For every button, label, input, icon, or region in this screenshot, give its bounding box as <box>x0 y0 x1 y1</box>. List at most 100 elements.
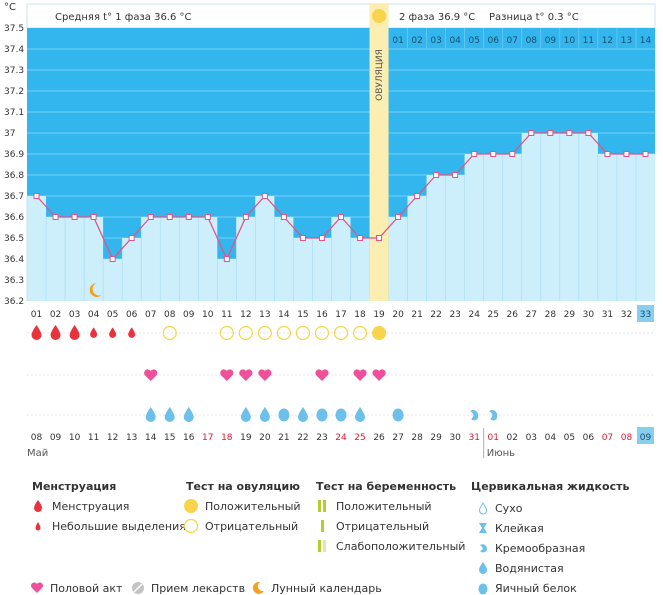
date-label: 02 <box>507 433 518 443</box>
cycle-day-label: 25 <box>488 310 499 320</box>
legend-ovulation-title: Тест на овуляцию <box>186 480 300 493</box>
hourglass-icon <box>479 523 487 533</box>
temperature-point <box>71 214 78 220</box>
temp-column <box>578 133 598 301</box>
temperature-point <box>166 214 173 220</box>
date-label: 20 <box>259 433 271 443</box>
temp-column <box>293 238 313 301</box>
date-label: 03 <box>526 433 537 443</box>
date-label: 24 <box>335 433 347 443</box>
temperature-point <box>490 151 497 157</box>
unit-label: °C <box>4 2 16 13</box>
ovulation-test-negative <box>238 325 253 341</box>
menstruation-drop <box>69 325 80 340</box>
cycle-day-label: 03 <box>69 310 80 320</box>
cycle-day-label: 28 <box>545 310 557 320</box>
temp-column <box>179 217 199 301</box>
temp-column <box>84 217 104 301</box>
temperature-point <box>338 214 344 220</box>
cervical-watery-drop <box>183 407 194 422</box>
ovulation-test-negative <box>333 325 349 341</box>
y-tick-label: 37.1 <box>4 108 24 118</box>
intercourse-heart <box>353 369 367 381</box>
date-label: 31 <box>468 433 479 443</box>
phase2-day-label: 09 <box>545 36 557 46</box>
legend-cervical-egg: Яичный белок <box>478 582 577 595</box>
creamy-drop-icon <box>480 544 487 553</box>
temperature-point <box>242 214 249 220</box>
date-label: 21 <box>278 433 289 443</box>
date-label: 10 <box>69 433 81 443</box>
legend-menstruation-light: Небольшие выделения <box>35 520 186 533</box>
phase2-day-label: 13 <box>621 36 632 46</box>
temp-column <box>464 154 484 301</box>
cervical-watery-drop <box>145 407 156 422</box>
moon-icon <box>252 581 264 594</box>
menstruation-drop <box>50 325 61 340</box>
temp-column <box>407 196 427 301</box>
temperature-point <box>509 151 516 157</box>
legend-cervical-watery: Водянистая <box>479 562 564 575</box>
temperature-point <box>414 193 421 199</box>
ovulation-test-negative <box>257 325 272 341</box>
cycle-day-label: 07 <box>145 310 156 320</box>
temp-column <box>616 154 636 301</box>
cycle-day-label: 08 <box>164 310 176 320</box>
cycle-day-label: 21 <box>411 310 422 320</box>
phase2-day-label: 11 <box>583 36 594 46</box>
temp-column <box>236 217 256 301</box>
date-label: 09 <box>50 433 62 443</box>
phase1-average: Средняя t° 1 фаза 36.6 °C <box>55 12 192 23</box>
date-label: 05 <box>564 433 575 443</box>
phase2-day-label: 14 <box>640 36 652 46</box>
phase2-day-label: 02 <box>411 36 422 46</box>
cycle-day-label: 22 <box>430 310 441 320</box>
intercourse-heart <box>372 369 386 381</box>
temperature-point <box>90 214 97 220</box>
y-tick-label: 36.5 <box>4 234 24 244</box>
ovulation-test-negative <box>162 325 177 341</box>
single-bar-icon <box>321 520 324 532</box>
date-label: 25 <box>354 433 365 443</box>
cycle-day-label: 10 <box>202 310 214 320</box>
intercourse-heart <box>220 369 234 381</box>
intercourse-heart <box>144 369 158 381</box>
date-label: 17 <box>202 433 213 443</box>
month-label-next: Июнь <box>487 448 515 459</box>
y-tick-label: 37.4 <box>4 45 24 55</box>
temperature-point <box>471 151 478 157</box>
cycle-day-label: 24 <box>468 310 480 320</box>
temperature-point <box>623 151 630 157</box>
date-label: 14 <box>145 433 157 443</box>
cycle-day-label: 13 <box>259 310 270 320</box>
phase2-day-label: 05 <box>468 36 479 46</box>
weak-bar-icon <box>318 540 326 552</box>
temperature-point <box>376 235 383 241</box>
temperature-point <box>395 214 402 220</box>
cycle-day-label: 09 <box>183 310 195 320</box>
temperature-point <box>357 235 364 241</box>
intercourse-heart <box>258 369 272 381</box>
current-date-highlight <box>636 427 654 444</box>
double-bar-icon <box>318 500 326 512</box>
yellow-ring-icon <box>183 518 199 534</box>
temp-column <box>122 238 142 301</box>
cycle-day-label: 23 <box>449 310 460 320</box>
cycle-day-label: 33 <box>640 310 651 320</box>
date-label: 26 <box>373 433 385 443</box>
cycle-day-label: 17 <box>335 310 346 320</box>
temperature-point <box>433 172 440 178</box>
temp-column <box>502 154 522 301</box>
date-label: 28 <box>411 433 423 443</box>
cycle-day-label: 19 <box>373 310 385 320</box>
legend-pregnancy-positive: Положительный <box>318 500 432 513</box>
temperature-point <box>33 193 40 199</box>
cycle-day-label: 06 <box>126 310 138 320</box>
temp-column <box>103 259 123 301</box>
legend-medication: Прием лекарств <box>132 582 245 595</box>
cycle-day-label: 26 <box>507 310 519 320</box>
temp-column <box>46 217 66 301</box>
phase2-day-label: 04 <box>449 36 461 46</box>
legend-ovulation-negative: Отрицательный <box>183 518 298 534</box>
heart-icon <box>30 582 44 593</box>
